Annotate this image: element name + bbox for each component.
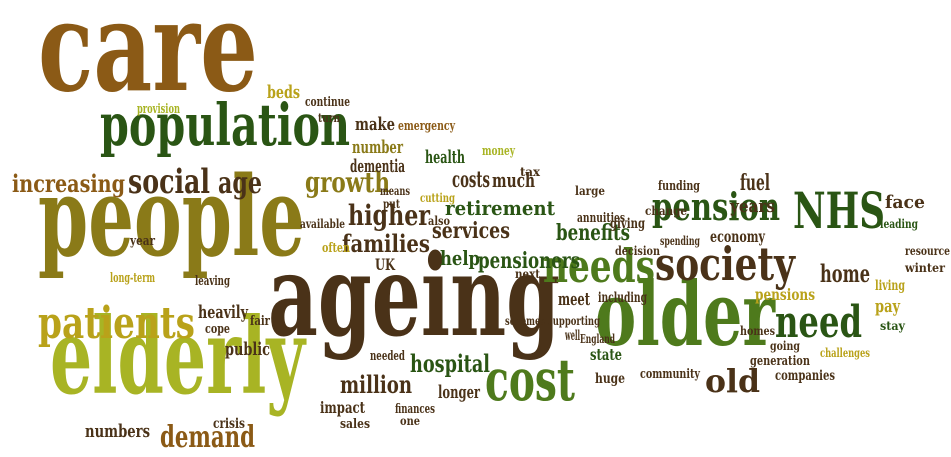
word: crisis (213, 416, 245, 432)
word: cope (205, 322, 230, 337)
word: heavily (198, 302, 248, 323)
word: old (705, 362, 760, 400)
word: much (492, 168, 535, 192)
word: year (129, 234, 155, 249)
word: needs (543, 239, 655, 293)
word: years (729, 196, 775, 217)
word: NHS (793, 181, 885, 240)
word: huge (595, 371, 625, 387)
word: change (645, 204, 687, 218)
word: companies (775, 368, 835, 384)
word: impact (320, 398, 365, 417)
word: leading (880, 217, 918, 231)
word: needed (370, 349, 405, 364)
word: community (640, 367, 700, 382)
word: hospital (410, 349, 490, 378)
word: provision (137, 102, 180, 117)
word: long-term (110, 271, 155, 286)
word: demand (160, 420, 255, 455)
word: fuel (740, 170, 770, 196)
word: cutting (420, 191, 455, 205)
word: pensions (755, 285, 815, 304)
word: generation (750, 354, 810, 369)
word: resource (905, 244, 950, 258)
word: dementia (350, 156, 405, 177)
word: beds (267, 82, 300, 103)
word: older (595, 262, 776, 366)
word: social (128, 162, 210, 202)
word: higher (348, 199, 431, 232)
word: help (440, 246, 480, 270)
word: supporting (548, 314, 600, 328)
word: homes (740, 324, 775, 338)
word: health (425, 147, 465, 168)
word: sales (340, 417, 370, 432)
word: state (590, 345, 622, 364)
word: public (225, 339, 270, 360)
word: funding (658, 179, 700, 194)
word: retirement (445, 196, 556, 220)
word: elderly (50, 294, 307, 418)
word: society (655, 237, 796, 291)
word: decision (615, 244, 660, 258)
word: cost (485, 346, 575, 414)
word: well (565, 328, 580, 344)
word: giving (610, 216, 645, 232)
word: UK (375, 255, 396, 274)
word: longer (438, 382, 480, 403)
word: million (340, 370, 412, 399)
word: one (400, 414, 420, 428)
word: fair (250, 314, 270, 329)
word: make (355, 114, 395, 135)
word: need (775, 297, 862, 348)
word: spending (660, 234, 700, 248)
word: also (428, 214, 450, 228)
word: people (38, 152, 305, 281)
word: including (598, 290, 647, 306)
word: ageing (268, 231, 560, 362)
word: next (515, 267, 540, 281)
word: money (482, 144, 515, 159)
word: often (322, 241, 350, 256)
word: number (352, 137, 403, 158)
word: stay (880, 319, 906, 333)
word: services (432, 218, 510, 244)
word: economy (710, 227, 765, 246)
word: patients (38, 298, 195, 349)
word: increasing (12, 169, 125, 198)
word: living (875, 278, 905, 294)
word: challenges (820, 346, 870, 360)
word: home (820, 259, 870, 288)
word: growth (305, 166, 390, 199)
word: turn (318, 111, 340, 125)
word: pensioners (478, 248, 580, 274)
word: numbers (85, 421, 150, 442)
word: face (885, 192, 925, 213)
word: families (342, 229, 430, 258)
word: age (218, 166, 262, 201)
word: costs (452, 167, 490, 193)
word: continue (305, 95, 350, 110)
word: leaving (195, 274, 230, 289)
word: pay (875, 296, 900, 317)
word: emergency (398, 119, 455, 134)
word: winter (904, 261, 946, 275)
word: means (380, 184, 410, 198)
word: benefits (556, 220, 630, 246)
word: population (100, 91, 350, 159)
word: put (383, 197, 400, 211)
word: available (300, 217, 345, 231)
word: pension (652, 184, 780, 229)
word: schemes (505, 314, 545, 328)
word: annuities (577, 211, 625, 226)
word: meet (558, 289, 590, 310)
word: tax (520, 165, 541, 179)
word: England (580, 332, 615, 346)
word: large (575, 184, 605, 198)
word: finances (395, 402, 435, 417)
word: going (770, 339, 800, 353)
word: care (38, 0, 258, 120)
